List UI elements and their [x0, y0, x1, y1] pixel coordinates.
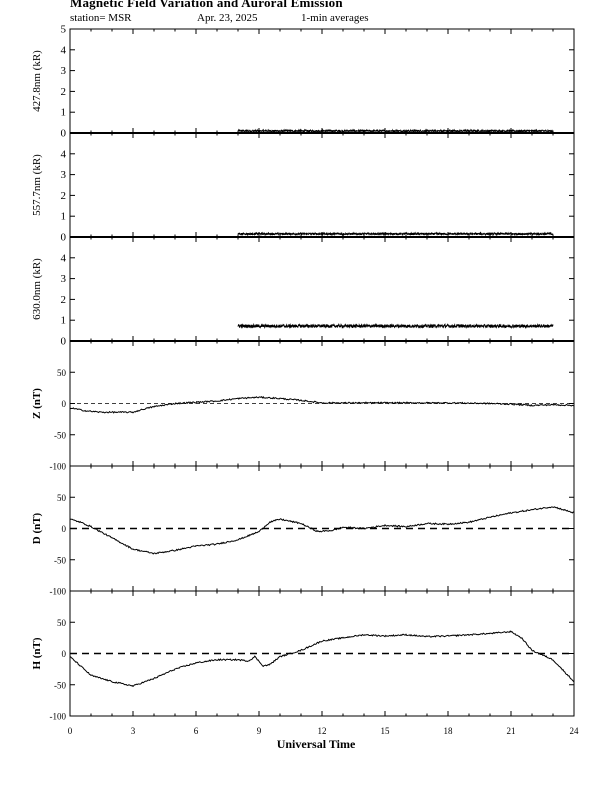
- y-tick-label: 1: [61, 211, 67, 223]
- y-tick-label: 5: [61, 24, 67, 36]
- y-tick-label: 3: [61, 273, 67, 285]
- chart-title: Magnetic Field Variation and Auroral Emi…: [70, 0, 343, 10]
- y-tick-label: -100: [50, 462, 67, 472]
- panel-frame: [69, 132, 575, 238]
- y-tick-label: 0: [61, 336, 67, 348]
- y-tick-label: 50: [57, 368, 67, 378]
- y-tick-label: 1: [61, 107, 67, 119]
- y-tick-label: -100: [50, 712, 67, 722]
- x-tick-label: 18: [444, 726, 454, 736]
- series-line: [69, 630, 575, 688]
- x-tick-label: 24: [570, 726, 580, 736]
- y-tick-label: 0: [62, 649, 67, 659]
- y-axis-label: D (nT): [31, 512, 43, 544]
- series-line: [237, 128, 554, 134]
- y-tick-label: -50: [54, 680, 66, 690]
- y-axis-label: 557.7nm (kR): [31, 154, 43, 216]
- y-axis-label: Z (nT): [31, 388, 43, 419]
- x-tick-label: 0: [68, 726, 73, 736]
- station-label: station= MSR: [70, 12, 132, 24]
- date-label: Apr. 23, 2025: [197, 12, 258, 24]
- y-tick-label: 4: [61, 252, 67, 264]
- y-tick-label: 1: [61, 315, 67, 327]
- x-tick-label: 6: [194, 726, 199, 736]
- x-axis-label: Universal Time: [277, 737, 356, 751]
- y-tick-label: 3: [61, 169, 67, 181]
- x-tick-label: 3: [131, 726, 136, 736]
- y-axis-label: H (nT): [31, 637, 43, 669]
- y-tick-label: 0: [62, 524, 67, 534]
- series-line: [237, 231, 554, 237]
- y-tick-label: 0: [62, 399, 67, 409]
- series-line: [69, 506, 575, 555]
- y-axis-label: 427.8nm (kR): [31, 50, 43, 112]
- x-tick-label: 12: [318, 726, 327, 736]
- y-tick-label: 50: [57, 618, 67, 628]
- y-tick-label: 0: [61, 128, 67, 140]
- x-tick-label: 21: [507, 726, 516, 736]
- y-tick-label: 50: [57, 493, 67, 503]
- averaging-label: 1-min averages: [301, 12, 369, 24]
- panel-frame: [69, 28, 575, 134]
- y-tick-label: 4: [61, 148, 67, 160]
- y-tick-label: 2: [61, 190, 67, 202]
- y-tick-label: 4: [61, 44, 67, 56]
- y-tick-label: 2: [61, 294, 67, 306]
- y-tick-label: -100: [50, 587, 67, 597]
- y-tick-label: 0: [61, 232, 67, 244]
- y-tick-label: -50: [54, 430, 66, 440]
- y-tick-label: 2: [61, 86, 67, 98]
- x-tick-label: 15: [381, 726, 391, 736]
- y-axis-label: 630.0nm (kR): [31, 258, 43, 320]
- series-line: [69, 395, 574, 414]
- series-line: [237, 322, 554, 330]
- y-tick-label: -50: [54, 555, 66, 565]
- y-tick-label: 3: [61, 65, 67, 77]
- x-tick-label: 9: [257, 726, 262, 736]
